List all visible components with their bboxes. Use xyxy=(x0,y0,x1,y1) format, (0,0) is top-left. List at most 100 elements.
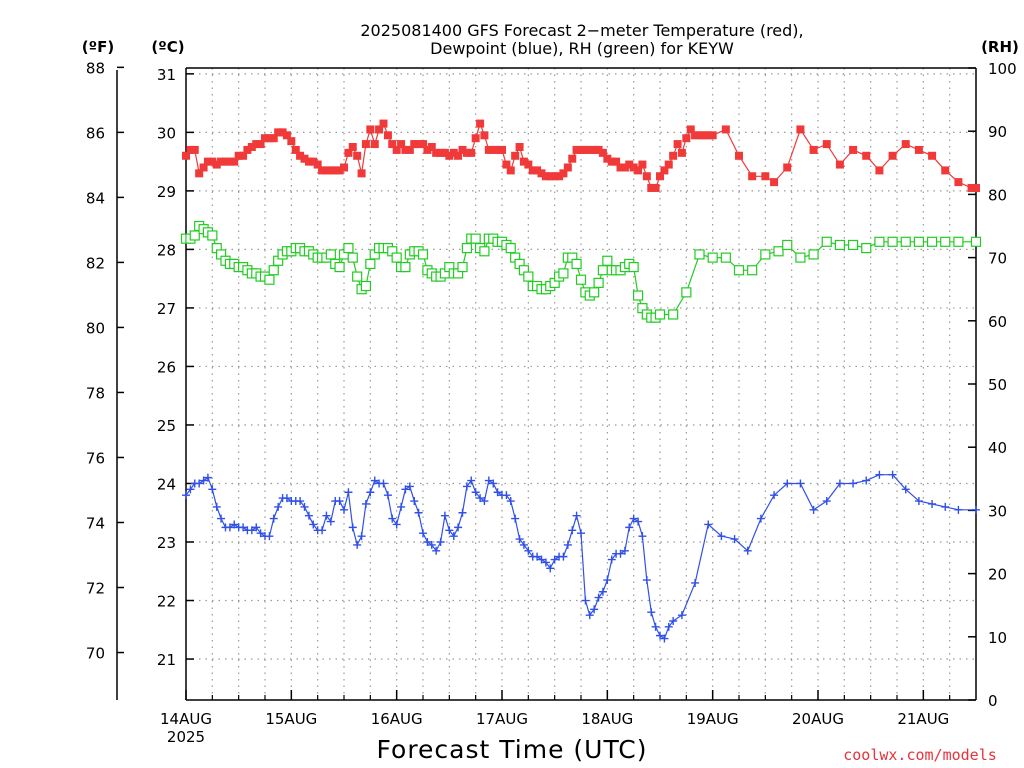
dewpoint-point xyxy=(326,517,335,526)
dewpoint-point xyxy=(203,473,212,482)
dewpoint-point xyxy=(370,476,379,485)
temperature-point xyxy=(541,172,550,181)
dewpoint-point xyxy=(471,488,480,497)
dewpoint-point xyxy=(436,538,445,546)
rh-point xyxy=(795,252,806,263)
temperature-point xyxy=(265,134,274,143)
dewpoint-point xyxy=(533,552,542,561)
dewpoint-point xyxy=(822,497,831,506)
dewpoint-point xyxy=(405,482,414,491)
dewpoint-point xyxy=(506,497,515,506)
rh-tick-label: 20 xyxy=(988,566,1007,584)
temperature-point xyxy=(594,145,603,154)
dewpoint-point xyxy=(559,552,568,561)
temperature-point xyxy=(809,145,818,154)
fahrenheit-tick-label: 74 xyxy=(86,514,105,532)
dewpoint-point xyxy=(515,535,524,544)
temperature-point xyxy=(217,157,226,166)
rh-point xyxy=(602,255,613,266)
temperature-point xyxy=(340,163,348,172)
dewpoint-point xyxy=(568,526,577,535)
temperature-point xyxy=(651,183,660,192)
celsius-tick-label: 28 xyxy=(157,241,176,259)
fahrenheit-tick-label: 70 xyxy=(86,645,105,663)
temperature-point xyxy=(515,143,524,151)
temperature-point xyxy=(954,178,963,187)
dewpoint-point xyxy=(199,476,208,485)
dewpoint-point xyxy=(397,502,406,511)
dewpoint-point xyxy=(353,540,362,549)
temperature-point xyxy=(572,145,581,154)
rh-tick-label: 80 xyxy=(988,186,1007,204)
temperature-point xyxy=(761,172,770,181)
temperature-point xyxy=(269,134,278,143)
rh-point xyxy=(470,233,481,244)
rh-point xyxy=(913,236,925,247)
dewpoint-point xyxy=(348,523,357,532)
rh-point xyxy=(352,271,363,282)
fahrenheit-tick-label: 84 xyxy=(86,189,105,207)
temperature-point xyxy=(533,166,542,175)
temperature-point xyxy=(669,151,678,160)
temperature-point xyxy=(928,151,937,160)
temperature-point xyxy=(695,131,704,140)
temperature-point xyxy=(489,145,498,154)
dewpoint-point xyxy=(656,631,664,640)
dewpoint-point xyxy=(594,593,603,602)
temperature-point xyxy=(195,169,204,178)
dewpoint-point xyxy=(590,605,599,614)
temperature-point xyxy=(577,145,585,154)
rh-point xyxy=(189,230,200,241)
rh-point xyxy=(597,265,609,276)
temperature-point xyxy=(612,157,621,166)
dewpoint-point xyxy=(577,529,585,538)
rh-point xyxy=(747,265,758,276)
series-layer xyxy=(180,119,982,643)
temperature-point xyxy=(967,183,976,192)
temperature-point xyxy=(388,140,397,149)
temperature-point xyxy=(590,145,599,154)
temperature-point xyxy=(476,119,485,128)
dewpoint-point xyxy=(651,622,660,631)
temperature-point xyxy=(190,145,199,154)
dewpoint-point xyxy=(770,491,779,500)
temperature-point xyxy=(642,172,651,181)
dewpoint-point xyxy=(212,502,221,511)
rh-point xyxy=(861,243,872,254)
rh-tick-label: 0 xyxy=(988,692,998,710)
temperature-point xyxy=(704,131,713,140)
dewpoint-point xyxy=(480,497,489,506)
dewpoint-point xyxy=(634,517,643,526)
celsius-tick-label: 22 xyxy=(157,593,176,611)
rh-point xyxy=(632,290,644,301)
temperature-point xyxy=(493,145,502,154)
temperature-point xyxy=(849,145,858,154)
dewpoint-point xyxy=(546,564,555,573)
temperature-point xyxy=(186,145,195,154)
dewpoint-point xyxy=(677,611,686,620)
temperature-point xyxy=(225,157,234,166)
fahrenheit-tick-label: 78 xyxy=(86,384,105,402)
temperature-point xyxy=(247,143,256,151)
temperature-point xyxy=(353,151,362,160)
rh-point xyxy=(720,252,731,263)
temperature-point xyxy=(331,166,340,175)
temperature-point xyxy=(335,166,344,175)
x-tick-label: 16AUG xyxy=(371,710,423,728)
dewpoint-point xyxy=(186,485,195,494)
rh-tick-label: 90 xyxy=(988,123,1007,141)
dewpoint-point xyxy=(928,499,937,508)
temperature-point xyxy=(498,145,506,154)
dewpoint-point xyxy=(660,634,669,643)
dewpoint-point xyxy=(217,514,226,523)
temperature-point xyxy=(357,169,366,178)
dewpoint-point xyxy=(427,540,436,549)
x-tick-label: 20AUG xyxy=(792,710,844,728)
celsius-tick-label: 27 xyxy=(157,300,176,318)
dewpoint-point xyxy=(704,520,713,529)
temperature-point xyxy=(835,160,844,169)
dewpoint-point xyxy=(598,587,607,596)
temperature-point xyxy=(563,163,572,172)
celsius-tick-label: 21 xyxy=(157,651,176,669)
temperature-point xyxy=(208,157,217,166)
